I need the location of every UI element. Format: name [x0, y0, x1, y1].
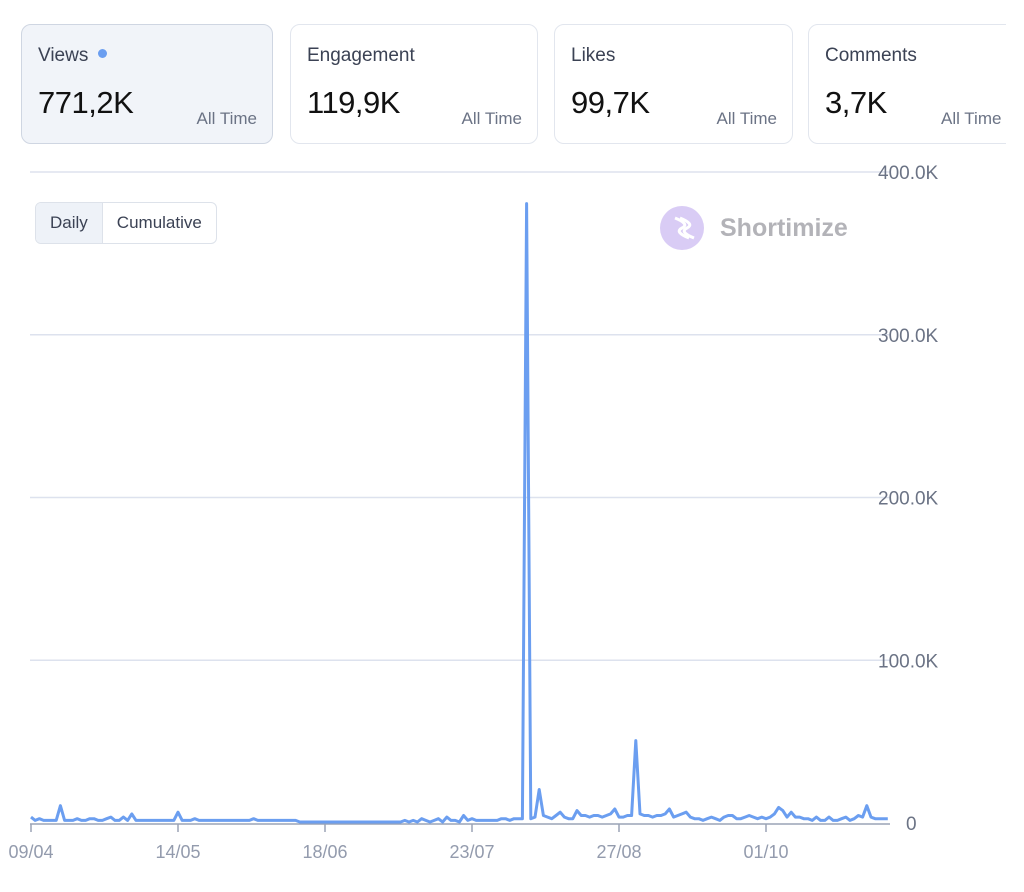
- y-tick-label: 100.0K: [878, 651, 939, 672]
- x-tick-label: 09/04: [8, 842, 53, 862]
- daily-button[interactable]: Daily: [36, 203, 103, 243]
- x-tick-label: 23/07: [449, 842, 494, 862]
- selected-dot-icon: [98, 49, 108, 58]
- card-label: Views: [38, 45, 108, 67]
- card-likes[interactable]: Likes 99,7K All Time: [554, 24, 793, 144]
- card-period: All Time: [196, 109, 257, 128]
- x-tick-label: 18/06: [302, 842, 347, 862]
- metric-cards: Views 771,2K All Time Engagement 119,9K …: [21, 24, 1006, 146]
- card-engagement[interactable]: Engagement 119,9K All Time: [290, 24, 538, 144]
- card-value: 3,7K: [825, 85, 887, 120]
- x-tick-label: 01/10: [743, 842, 788, 862]
- card-views[interactable]: Views 771,2K All Time: [21, 24, 273, 144]
- card-label: Comments: [825, 45, 917, 66]
- card-value: 771,2K: [38, 85, 134, 120]
- card-period: All Time: [716, 109, 777, 128]
- cumulative-button[interactable]: Cumulative: [116, 213, 202, 232]
- y-tick-label: 200.0K: [878, 489, 939, 510]
- brand-name: Shortimize: [720, 213, 848, 242]
- card-label: Likes: [571, 45, 616, 66]
- chart-mode-toggle: Daily Cumulative: [35, 202, 217, 244]
- card-value: 99,7K: [571, 85, 650, 120]
- y-tick-label: 300.0K: [878, 326, 939, 347]
- views-series-line: [30, 202, 888, 824]
- card-comments[interactable]: Comments 3,7K All Time: [808, 24, 1006, 144]
- y-tick-label: 0: [906, 814, 917, 835]
- card-value: 119,9K: [307, 85, 400, 120]
- card-period: All Time: [461, 109, 522, 128]
- x-tick-label: 14/05: [155, 842, 200, 862]
- y-tick-label: 400.0K: [878, 163, 939, 184]
- brand-watermark: Shortimize: [660, 206, 848, 250]
- card-label: Engagement: [307, 45, 415, 66]
- x-tick-label: 27/08: [596, 842, 641, 862]
- shortimize-logo-icon: [660, 206, 704, 250]
- card-period: All Time: [941, 109, 1002, 128]
